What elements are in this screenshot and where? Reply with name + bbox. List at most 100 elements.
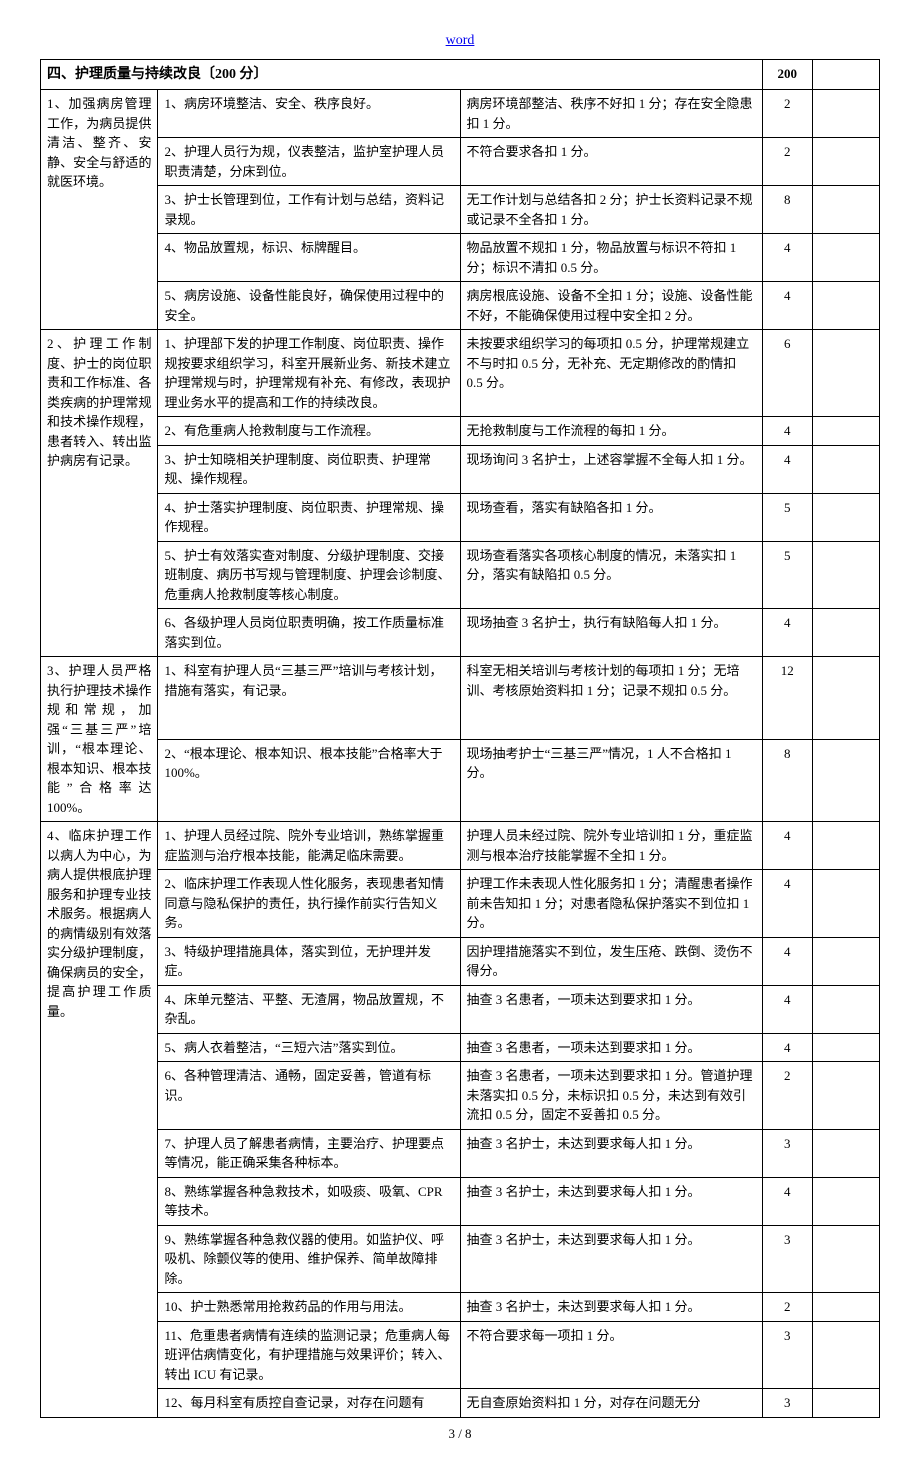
deduct-cell: 护理人员未经过院、院外专业培训扣 1 分，重症监测与根本治疗技能掌握不全扣 1 …	[460, 822, 762, 870]
score-cell: 2	[762, 138, 812, 186]
deduct-cell: 抽查 3 名患者，一项未达到要求扣 1 分。管道护理未落实扣 0.5 分，未标识…	[460, 1062, 762, 1130]
table-row: 4、临床护理工作以病人为中心，为病人提供根底护理服务和护理专业技术服务。根据病人…	[41, 822, 880, 870]
deduct-cell: 护理工作未表现人性化服务扣 1 分；清醒患者操作前未告知扣 1 分；对患者隐私保…	[460, 870, 762, 938]
score-cell: 8	[762, 739, 812, 822]
score-cell: 4	[762, 417, 812, 446]
section-total-score: 200	[762, 60, 812, 90]
deduct-cell: 不符合要求各扣 1 分。	[460, 138, 762, 186]
standard-cell: 1、病房环境整洁、安全、秩序良好。	[158, 90, 460, 138]
blank-cell	[812, 445, 879, 493]
blank-cell	[812, 1033, 879, 1062]
blank-cell	[812, 90, 879, 138]
standard-cell: 3、护士知晓相关护理制度、岗位职责、护理常规、操作规程。	[158, 445, 460, 493]
score-cell: 4	[762, 445, 812, 493]
blank-cell	[812, 186, 879, 234]
blank-cell	[812, 234, 879, 282]
deduct-cell: 现场询问 3 名护士，上述容掌握不全每人扣 1 分。	[460, 445, 762, 493]
blank-cell	[812, 1062, 879, 1130]
deduct-cell: 科室无相关培训与考核计划的每项扣 1 分；无培训、考核原始资料扣 1 分；记录不…	[460, 657, 762, 740]
blank-cell	[812, 1129, 879, 1177]
deduct-cell: 抽查 3 名护士，未达到要求每人扣 1 分。	[460, 1177, 762, 1225]
standard-cell: 4、护士落实护理制度、岗位职责、护理常规、操作规程。	[158, 493, 460, 541]
table-row: 11、危重患者病情有连续的监测记录；危重病人每班评估病情变化，有护理措施与效果评…	[41, 1321, 880, 1389]
table-row: 3、护士长管理到位，工作有计划与总结，资料记录规。无工作计划与总结各扣 2 分；…	[41, 186, 880, 234]
standard-cell: 4、床单元整洁、平整、无渣屑，物品放置规，不杂乱。	[158, 985, 460, 1033]
score-cell: 4	[762, 282, 812, 330]
standard-cell: 2、临床护理工作表现人性化服务，表现患者知情同意与隐私保护的责任，执行操作前实行…	[158, 870, 460, 938]
deduct-cell: 不符合要求每一项扣 1 分。	[460, 1321, 762, 1389]
deduct-cell: 物品放置不规扣 1 分，物品放置与标识不符扣 1 分；标识不清扣 0.5 分。	[460, 234, 762, 282]
score-cell: 4	[762, 822, 812, 870]
table-row: 8、熟练掌握各种急救技术，如吸痰、吸氧、CPR 等技术。抽查 3 名护士，未达到…	[41, 1177, 880, 1225]
blank-cell	[812, 870, 879, 938]
standard-cell: 1、护理部下发的护理工作制度、岗位职责、操作规按要求组织学习，科室开展新业务、新…	[158, 330, 460, 417]
blank-cell	[812, 1293, 879, 1322]
standard-cell: 2、有危重病人抢救制度与工作流程。	[158, 417, 460, 446]
section-title: 四、护理质量与持续改良〔200 分〕	[41, 60, 763, 90]
item-cell: 1、加强病房管理工作，为病员提供清洁、整齐、安静、安全与舒适的就医环境。	[41, 90, 158, 330]
standard-cell: 6、各级护理人员岗位职责明确，按工作质量标准落实到位。	[158, 609, 460, 657]
standard-cell: 3、护士长管理到位，工作有计划与总结，资料记录规。	[158, 186, 460, 234]
item-cell: 2、护理工作制度、护士的岗位职责和工作标准、各类疾病的护理常规和技术操作规程，患…	[41, 330, 158, 657]
standard-cell: 5、病人衣着整洁，“三短六洁”落实到位。	[158, 1033, 460, 1062]
blank-cell	[812, 1177, 879, 1225]
page-footer: 3 / 8	[40, 1424, 880, 1444]
score-cell: 4	[762, 1033, 812, 1062]
deduct-cell: 未按要求组织学习的每项扣 0.5 分，护理常规建立不与时扣 0.5 分，无补充、…	[460, 330, 762, 417]
score-cell: 3	[762, 1129, 812, 1177]
deduct-cell: 无工作计划与总结各扣 2 分；护士长资料记录不规或记录不全各扣 1 分。	[460, 186, 762, 234]
table-row: 5、病人衣着整洁，“三短六洁”落实到位。抽查 3 名患者，一项未达到要求扣 1 …	[41, 1033, 880, 1062]
page-header-link: word	[40, 30, 880, 51]
deduct-cell: 病房环境部整洁、秩序不好扣 1 分；存在安全隐患扣 1 分。	[460, 90, 762, 138]
score-cell: 3	[762, 1225, 812, 1293]
deduct-cell: 现场抽考护士“三基三严”情况，1 人不合格扣 1 分。	[460, 739, 762, 822]
standard-cell: 10、护士熟悉常用抢救药品的作用与用法。	[158, 1293, 460, 1322]
score-cell: 4	[762, 1177, 812, 1225]
score-cell: 2	[762, 1062, 812, 1130]
standard-cell: 2、护理人员行为规，仪表整洁，监护室护理人员职责清楚，分床到位。	[158, 138, 460, 186]
table-row: 6、各级护理人员岗位职责明确，按工作质量标准落实到位。现场抽查 3 名护士，执行…	[41, 609, 880, 657]
table-row: 10、护士熟悉常用抢救药品的作用与用法。抽查 3 名护士，未达到要求每人扣 1 …	[41, 1293, 880, 1322]
blank-cell	[812, 937, 879, 985]
item-cell: 3、护理人员严格执行护理技术操作规和常规，加强“三基三严”培训，“根本理论、根本…	[41, 657, 158, 822]
deduct-cell: 抽查 3 名护士，未达到要求每人扣 1 分。	[460, 1293, 762, 1322]
blank-cell	[812, 1225, 879, 1293]
score-cell: 2	[762, 90, 812, 138]
standard-cell: 6、各种管理清洁、通畅，固定妥善，管道有标识。	[158, 1062, 460, 1130]
score-cell: 3	[762, 1321, 812, 1389]
table-row: 2、“根本理论、根本知识、根本技能”合格率大于 100%。现场抽考护士“三基三严…	[41, 739, 880, 822]
standard-cell: 8、熟练掌握各种急救技术，如吸痰、吸氧、CPR 等技术。	[158, 1177, 460, 1225]
deduct-cell: 无自查原始资料扣 1 分，对存在问题无分	[460, 1389, 762, 1418]
blank-cell	[812, 138, 879, 186]
score-cell: 4	[762, 985, 812, 1033]
score-cell: 2	[762, 1293, 812, 1322]
standard-cell: 9、熟练掌握各种急救仪器的使用。如监护仪、呼吸机、除颤仪等的使用、维护保养、简单…	[158, 1225, 460, 1293]
table-row: 12、每月科室有质控自查记录，对存在问题有无自查原始资料扣 1 分，对存在问题无…	[41, 1389, 880, 1418]
table-row: 9、熟练掌握各种急救仪器的使用。如监护仪、呼吸机、除颤仪等的使用、维护保养、简单…	[41, 1225, 880, 1293]
deduct-cell: 抽查 3 名护士，未达到要求每人扣 1 分。	[460, 1129, 762, 1177]
deduct-cell: 抽查 3 名护士，未达到要求每人扣 1 分。	[460, 1225, 762, 1293]
score-cell: 6	[762, 330, 812, 417]
table-row: 2、临床护理工作表现人性化服务，表现患者知情同意与隐私保护的责任，执行操作前实行…	[41, 870, 880, 938]
score-cell: 8	[762, 186, 812, 234]
table-row: 4、护士落实护理制度、岗位职责、护理常规、操作规程。现场查看，落实有缺陷各扣 1…	[41, 493, 880, 541]
deduct-cell: 现场查看，落实有缺陷各扣 1 分。	[460, 493, 762, 541]
score-cell: 4	[762, 609, 812, 657]
standard-cell: 7、护理人员了解患者病情，主要治疗、护理要点等情况，能正确采集各种标本。	[158, 1129, 460, 1177]
table-row: 3、护理人员严格执行护理技术操作规和常规，加强“三基三严”培训，“根本理论、根本…	[41, 657, 880, 740]
blank-cell	[812, 282, 879, 330]
table-row: 6、各种管理清洁、通畅，固定妥善，管道有标识。抽查 3 名患者，一项未达到要求扣…	[41, 1062, 880, 1130]
blank-cell	[812, 541, 879, 609]
score-cell: 12	[762, 657, 812, 740]
blank-cell	[812, 657, 879, 740]
table-row: 3、护士知晓相关护理制度、岗位职责、护理常规、操作规程。现场询问 3 名护士，上…	[41, 445, 880, 493]
blank-cell	[812, 985, 879, 1033]
score-cell: 3	[762, 1389, 812, 1418]
deduct-cell: 现场查看落实各项核心制度的情况，未落实扣 1 分，落实有缺陷扣 0.5 分。	[460, 541, 762, 609]
deduct-cell: 病房根底设施、设备不全扣 1 分；设施、设备性能不好，不能确保使用过程中安全扣 …	[460, 282, 762, 330]
table-row: 2、护理工作制度、护士的岗位职责和工作标准、各类疾病的护理常规和技术操作规程，患…	[41, 330, 880, 417]
table-row: 3、特级护理措施具体，落实到位，无护理并发症。因护理措施落实不到位，发生压疮、跌…	[41, 937, 880, 985]
deduct-cell: 抽查 3 名患者，一项未达到要求扣 1 分。	[460, 1033, 762, 1062]
blank-cell	[812, 739, 879, 822]
score-cell: 5	[762, 493, 812, 541]
